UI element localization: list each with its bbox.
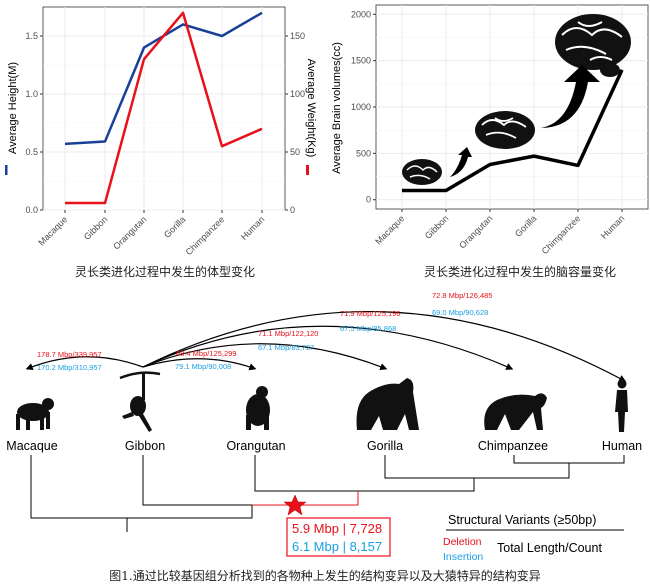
x-tick-label: Gibbon [423,213,451,241]
x-tick-label: Chimpanzee [184,214,227,257]
x-tick-label: Gibbon [82,214,110,242]
y-tick-label: 1.5 [25,31,38,41]
gorilla-icon [356,378,419,430]
legend-key-height [5,165,8,175]
x-tick-label: Human [239,214,267,242]
species-label-macaque: Macaque [6,439,57,453]
brain-icon [555,14,631,77]
x-tick-label: Gorilla [162,214,187,239]
gibbon-icon [119,371,161,432]
y2-tick-label: 50 [290,147,300,157]
species-label-orangutan: Orangutan [226,439,285,453]
y-tick-label: 1500 [351,56,371,66]
x-tick-label: Macaque [36,214,69,247]
arc-deletion-label: 68.4 Mbp/125,299 [176,349,236,358]
chart-caption: 灵长类进化过程中发生的体型变化 [75,264,255,279]
y-axis-title-left: Average Height(M) [7,62,19,154]
species-label-chimpanzee: Chimpanzee [478,439,548,453]
arc-deletion-label: 71.1 Mbp/122,120 [258,329,318,338]
x-tick-label: Orangutan [111,214,148,251]
y-tick-label: 1000 [351,102,371,112]
great-ape-sv-box [286,517,391,557]
arc-macaque [25,356,144,371]
arrow-up-icon [540,65,600,128]
arrow-up-icon [450,147,472,177]
legend-insertion: Insertion [443,551,483,563]
species-label-gorilla: Gorilla [367,439,403,453]
y-tick-label: 0.0 [25,205,38,215]
species-label-gibbon: Gibbon [125,439,165,453]
y-tick-label: 0.5 [25,147,38,157]
species-label-human: Human [602,439,642,453]
y-axis-title-right: Average Weight(Kg) [305,59,317,158]
chimpanzee-icon [484,393,547,430]
arc-insertion-label: 170.2 Mbp/310,957 [37,363,102,372]
y2-tick-label: 100 [290,89,305,99]
series-line-0 [402,69,624,193]
macaque-icon [16,398,54,430]
star-icon [283,494,307,516]
brain-volume-chart: 0 500 1000 1500 2000 Macaque Gibbon Orangutan Go… [331,4,649,279]
arc-deletion-label: 71.9 Mbp/125,196 [340,309,400,318]
x-tick-label: Chimpanzee [540,213,583,256]
arc-insertion-label: 67.5 Mbp/85,868 [340,324,396,333]
legend-key-weight [306,165,309,175]
y2-tick-label: 150 [290,31,305,41]
x-tick-label: Human [599,213,627,241]
body-size-chart: 0.0 0.5 1.0 1.5 0 50 100 150 Macaque Gibbon Orangu… [5,6,317,279]
arc-insertion-label: 69.0 Mbp/90,628 [432,308,488,317]
sv-arcs [25,310,627,382]
arc-deletion-label: 178.7 Mbp/339,957 [37,350,102,359]
arc-orangutan [142,358,257,371]
y-tick-label: 2000 [351,9,371,19]
plot-panel [42,6,286,211]
great-ape-deletion: 5.9 Mbp | 7,728 [292,521,382,536]
arc-deletion-label: 72.8 Mbp/126,485 [432,291,492,300]
arc-chimpanzee [142,325,514,370]
arc-gorilla [142,343,388,371]
phylogenetic-tree [30,455,625,532]
brain-icon [475,111,535,149]
brain-icon [402,159,442,185]
y2-tick-label: 0 [290,205,295,215]
great-ape-insertion: 6.1 Mbp | 8,157 [292,539,382,554]
figure-caption: 图1.通过比较基因组分析找到的各物种上发生的结构变异以及大猿特异的结构变异 [109,568,540,583]
y-tick-label: 500 [356,148,371,158]
chart-caption: 灵长类进化过程中发生的脑容量变化 [424,264,616,279]
x-tick-label: Macaque [373,213,406,246]
x-tick-label: Orangutan [457,213,494,250]
arc-insertion-label: 79.1 Mbp/90,008 [175,362,231,371]
legend-metric: Total Length/Count [497,541,602,555]
y-axis-title: Average Brain volumes(cc) [331,42,343,174]
legend-title: Structural Variants (≥50bp) [448,513,596,527]
legend-deletion: Deletion [443,536,482,548]
arc-insertion-label: 67.1 Mbp/83,727 [258,343,314,352]
y-tick-label: 0 [366,195,371,205]
arc-human [142,310,627,382]
human-icon [615,379,628,432]
orangutan-icon [246,386,270,430]
y-tick-label: 1.0 [25,89,38,99]
x-tick-label: Gorilla [513,213,538,238]
series-line-1 [65,11,263,205]
